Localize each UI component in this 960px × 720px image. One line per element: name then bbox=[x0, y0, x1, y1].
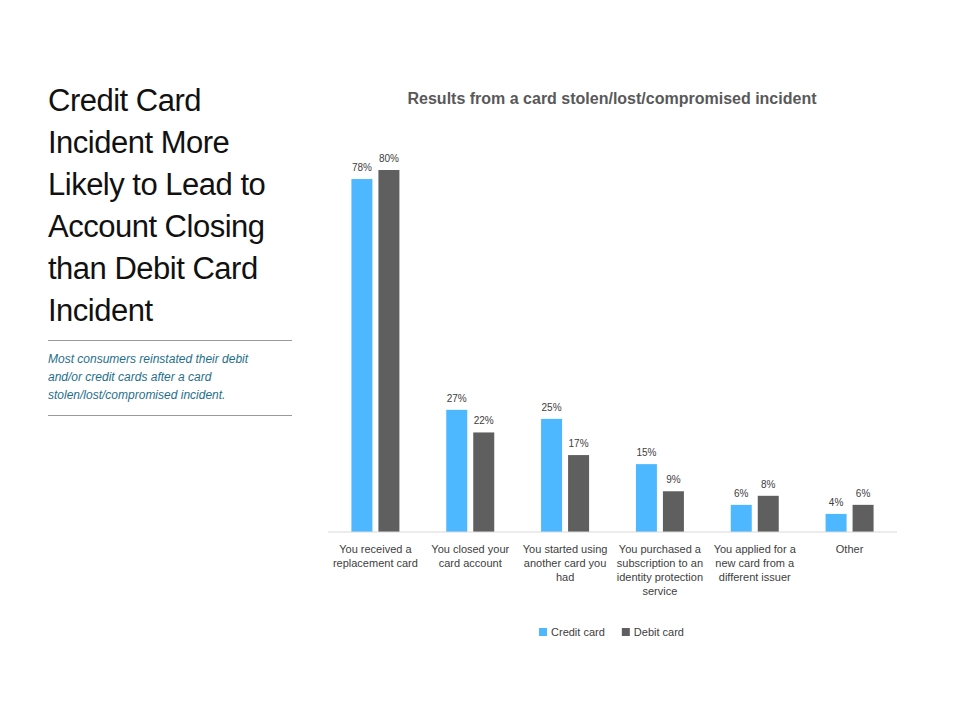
rule bbox=[48, 340, 292, 341]
data-label: 80% bbox=[379, 153, 399, 164]
headline: Credit Card Incident More Likely to Lead… bbox=[48, 80, 298, 332]
note: Most consumers reinstated their debit an… bbox=[48, 350, 280, 404]
category-label: Other bbox=[836, 543, 864, 555]
bar bbox=[473, 432, 494, 532]
category-label: You started using another card you had bbox=[523, 543, 608, 583]
category-label-line: You started using bbox=[523, 543, 608, 555]
chart-title: Results from a card stolen/lost/compromi… bbox=[408, 90, 818, 107]
bar bbox=[636, 464, 657, 532]
legend-label: Debit card bbox=[634, 626, 684, 638]
bar bbox=[446, 410, 467, 532]
category-label: You received a replacement card bbox=[333, 543, 418, 569]
x-axis bbox=[328, 532, 897, 533]
bar bbox=[758, 496, 779, 532]
category-label-line: You closed your bbox=[431, 543, 509, 555]
legend-label: Credit card bbox=[551, 626, 605, 638]
bar bbox=[378, 170, 399, 532]
data-label: 8% bbox=[761, 479, 776, 490]
data-label: 22% bbox=[474, 415, 494, 426]
data-label: 6% bbox=[734, 488, 749, 499]
data-label: 25% bbox=[542, 402, 562, 413]
rule bbox=[48, 415, 292, 416]
bars bbox=[351, 170, 873, 532]
category-label-line: identity protection bbox=[617, 571, 703, 583]
legend: Credit card Debit card bbox=[539, 626, 684, 638]
category-label-line: service bbox=[642, 585, 677, 597]
data-label: 9% bbox=[666, 474, 681, 485]
data-label: 6% bbox=[856, 488, 871, 499]
data-label: 17% bbox=[569, 438, 589, 449]
bar bbox=[541, 419, 562, 532]
category-label-line: another card you bbox=[524, 557, 607, 569]
category-label: You applied for a new card from a differen… bbox=[714, 543, 797, 583]
category-label-line: new card from a bbox=[715, 557, 795, 569]
category-label-line: You purchased a bbox=[619, 543, 702, 555]
category-label: You closed your card account bbox=[431, 543, 509, 569]
category-label-line: Other bbox=[836, 543, 864, 555]
category-label-line: had bbox=[556, 571, 574, 583]
chart: Results from a card stolen/lost/compromi… bbox=[0, 0, 960, 720]
bar bbox=[663, 491, 684, 532]
bar bbox=[351, 179, 372, 532]
category-label: You purchased a subscription to an identit… bbox=[617, 543, 703, 597]
legend-swatch bbox=[539, 628, 547, 636]
bar bbox=[826, 514, 847, 532]
data-label: 15% bbox=[636, 447, 656, 458]
category-label-line: different issuer bbox=[719, 571, 791, 583]
category-label-line: card account bbox=[439, 557, 502, 569]
bar bbox=[853, 505, 874, 532]
legend-swatch bbox=[622, 628, 630, 636]
data-labels: 78% 27% 25% 15% 6% 4% 80% 22% 17% 9% 8% 6% bbox=[352, 153, 871, 508]
category-label-line: You received a bbox=[339, 543, 412, 555]
data-label: 27% bbox=[447, 393, 467, 404]
bar bbox=[568, 455, 589, 532]
bar bbox=[731, 505, 752, 532]
data-label: 78% bbox=[352, 162, 372, 173]
category-label-line: subscription to an bbox=[617, 557, 703, 569]
data-label: 4% bbox=[829, 497, 844, 508]
category-label-line: replacement card bbox=[333, 557, 418, 569]
category-label-line: You applied for a bbox=[714, 543, 797, 555]
